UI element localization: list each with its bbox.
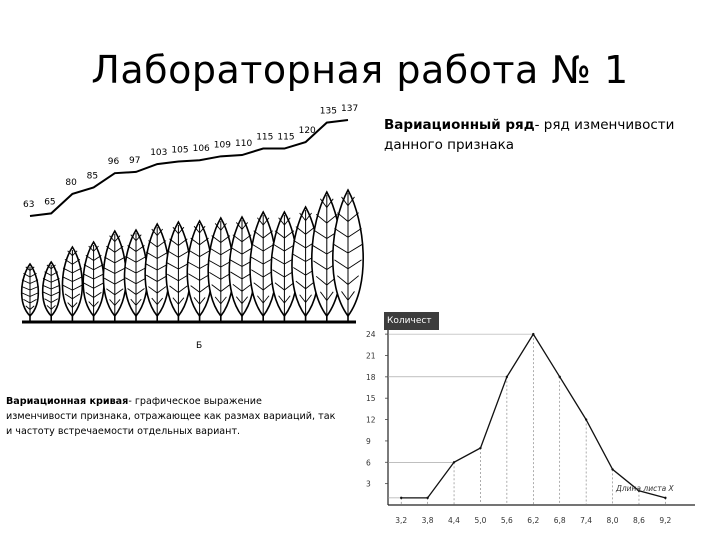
chart-x-tick-label: 3,2 xyxy=(395,516,407,525)
chart-y-tick-label: 12 xyxy=(366,416,376,425)
leaf-value-label: 120 xyxy=(299,126,316,136)
chart-data-point xyxy=(584,418,588,421)
leaf-values-trend-line xyxy=(29,119,349,217)
chart-x-tick-label: 8,6 xyxy=(633,516,645,525)
chart-x-tick-label: 8,0 xyxy=(607,516,619,525)
leaf-value-label: 115 xyxy=(277,133,294,143)
leaf-row xyxy=(20,188,364,324)
leaf-value-label: 103 xyxy=(150,148,167,158)
chart-x-tick-label: 5,6 xyxy=(501,516,513,525)
leaf-value-label: 85 xyxy=(87,171,98,181)
chart-x-tick-label: 7,4 xyxy=(580,516,592,525)
chart-data-point xyxy=(558,375,561,379)
chart-y-tick-label: 15 xyxy=(366,394,376,403)
leaf-value-label: 135 xyxy=(320,107,337,117)
leaf-value-label: 63 xyxy=(23,200,34,210)
chart-y-tick-label: 6 xyxy=(366,458,371,467)
leaf-value-label: 105 xyxy=(171,146,188,156)
chart-data-point xyxy=(400,496,403,500)
leaf-value-label: 137 xyxy=(341,104,358,114)
leaf-value-label: 96 xyxy=(108,157,120,167)
chart-y-tick-labels: 3 6 9 12 15 18 21 24 xyxy=(366,330,388,489)
curve-term: Вариационная кривая xyxy=(6,396,129,407)
chart-data-point xyxy=(611,468,614,471)
leaf-series-illustration: 63 65 80 85 96 97 103 105 106 109 110 115 115 120 135 1… xyxy=(20,104,364,351)
chart-data-point xyxy=(637,489,641,492)
curve-text: - графическое выражение изменчивости при… xyxy=(6,396,336,437)
definition-term: Вариационный ряд xyxy=(384,117,535,133)
definition-text: - ряд изменчивости данного признака xyxy=(384,117,675,153)
leaf-value-label: 110 xyxy=(235,139,252,149)
chart-y-axis-label: Количест xyxy=(384,312,439,330)
chart-x-tick-label: 6,2 xyxy=(527,516,539,525)
leaf-value-label: 106 xyxy=(193,144,210,154)
leaf xyxy=(61,245,84,322)
leaf-figure-caption: Б xyxy=(196,341,202,351)
chart-data-point xyxy=(452,461,456,464)
chart-axes xyxy=(387,317,695,506)
leaf xyxy=(311,190,343,322)
chart-y-tick-label: 3 xyxy=(366,480,371,489)
chart-x-tick-label: 5,0 xyxy=(474,516,486,525)
leaf xyxy=(102,229,127,322)
leaf-value-label: 115 xyxy=(256,133,273,143)
chart-series xyxy=(400,332,667,500)
leaf xyxy=(123,228,149,322)
leaf xyxy=(82,240,105,322)
chart-x-tick-labels: 3,2 3,8 4,4 5,0 5,6 6,2 6,8 7,4 8,0 8,6 9,2 xyxy=(395,516,671,525)
chart-data-point xyxy=(664,496,667,500)
variation-curve-chart: 3 6 9 12 15 18 21 24 3,2 3,8 4,4 5,0 5,6 6,2 6,8 7,4 8,… xyxy=(366,317,695,525)
chart-y-tick-label: 18 xyxy=(366,373,376,382)
chart-x-axis-label: Длина листа X xyxy=(615,484,675,493)
leaf-value-label: 97 xyxy=(129,156,140,166)
chart-x-tick-label: 4,4 xyxy=(448,516,460,525)
chart-guide-lines xyxy=(388,333,666,505)
leaf-value-label: 80 xyxy=(65,178,77,188)
chart-data-point xyxy=(426,496,429,500)
chart-x-tick-label: 3,8 xyxy=(422,516,434,525)
chart-x-tick-label: 6,8 xyxy=(554,516,566,525)
chart-data-point xyxy=(532,332,535,336)
variation-curve-definition: Вариационная кривая- графическое выражен… xyxy=(6,394,336,439)
leaf xyxy=(332,188,364,322)
leaf-values-group: 63 65 80 85 96 97 103 105 106 109 110 115 115 120 135 1… xyxy=(23,104,358,217)
leaf-value-label: 109 xyxy=(214,140,231,150)
leaf xyxy=(20,262,40,322)
slide-title: Лабораторная работа № 1 xyxy=(91,48,629,92)
leaf xyxy=(165,220,192,322)
chart-data-point xyxy=(479,446,482,450)
chart-x-tick-label: 9,2 xyxy=(659,516,671,525)
chart-y-tick-label: 24 xyxy=(366,330,376,339)
leaf xyxy=(228,215,256,322)
chart-data-point xyxy=(505,375,509,379)
chart-y-tick-label: 21 xyxy=(366,351,376,360)
variation-series-definition: Вариационный ряд- ряд изменчивости данно… xyxy=(384,115,704,155)
chart-y-tick-label: 9 xyxy=(366,437,371,446)
leaf xyxy=(41,260,61,322)
leaf-value-label: 65 xyxy=(44,197,55,207)
leaf xyxy=(270,210,299,322)
